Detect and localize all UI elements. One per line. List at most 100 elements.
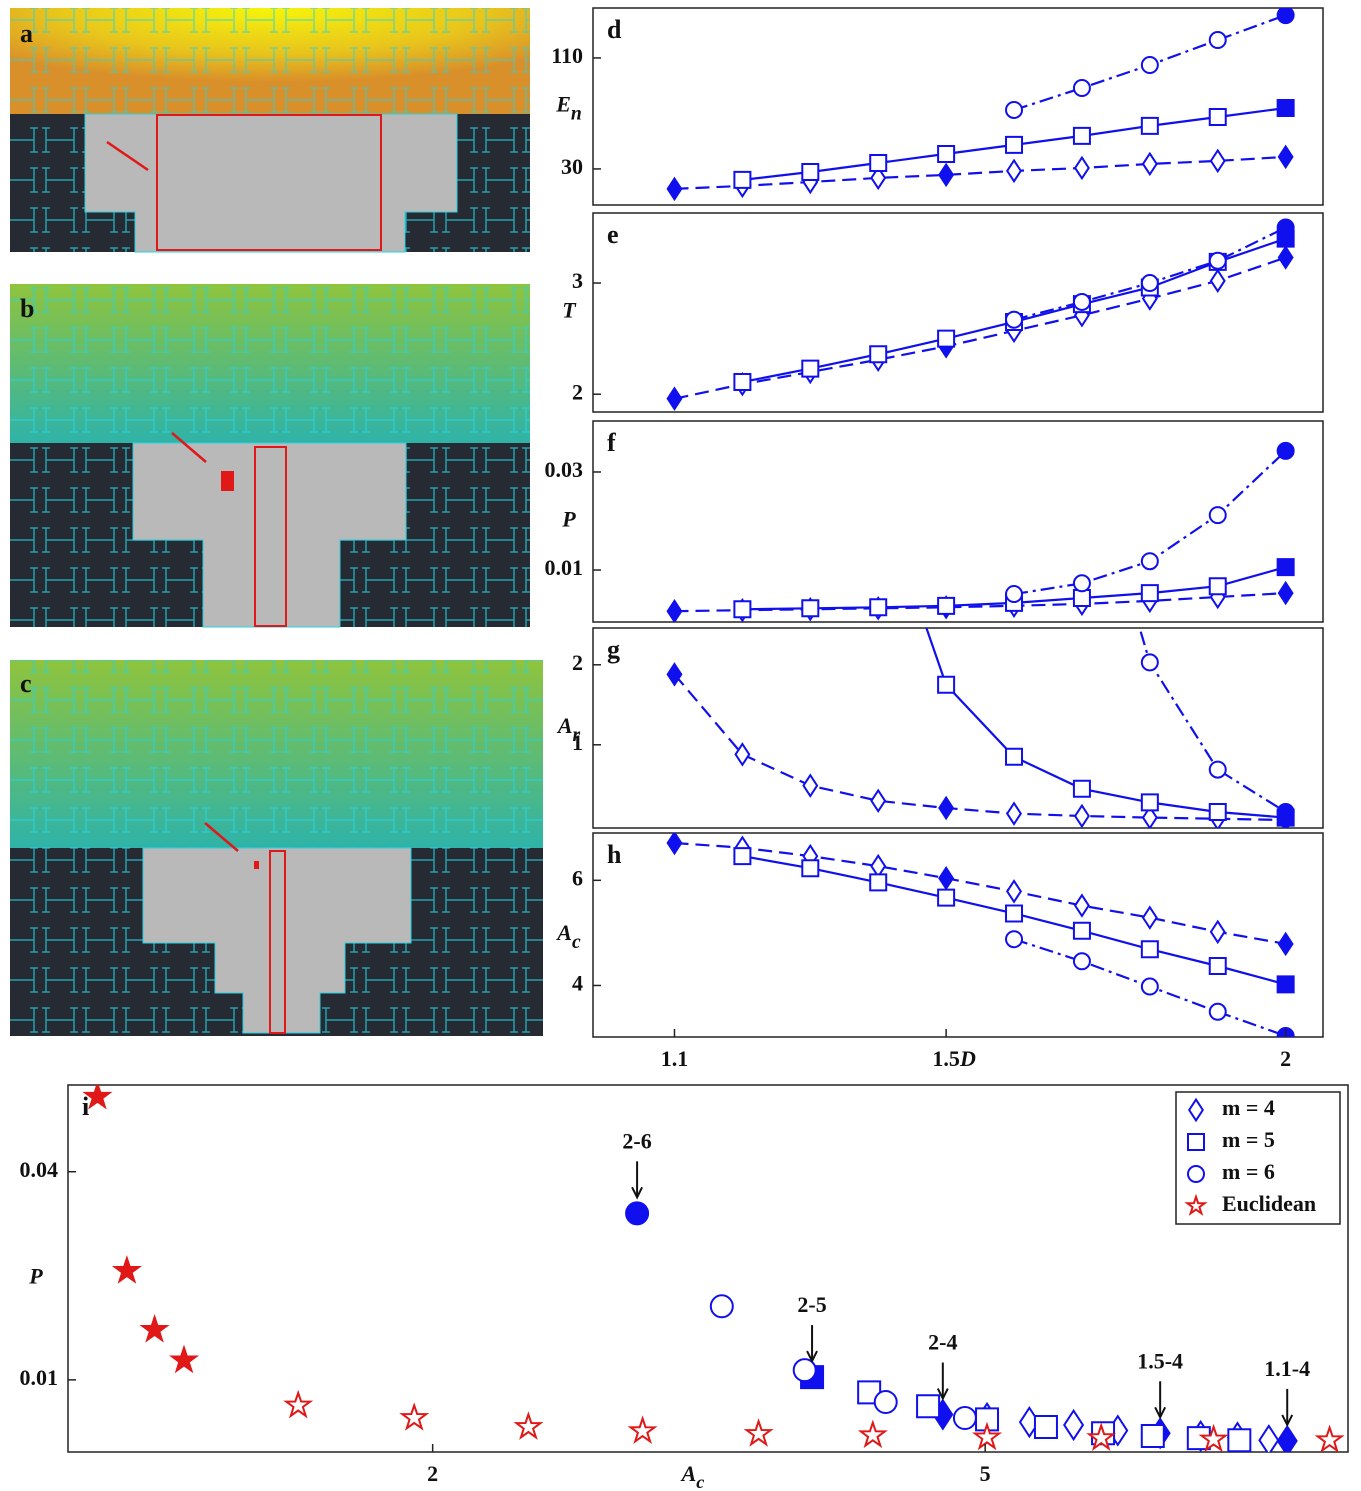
marker [1211,270,1225,291]
marker [1210,109,1226,125]
marker [1074,425,1090,441]
y-tick-label: 6 [572,865,583,890]
x-tick-label: 1.1 [661,1046,689,1071]
x-tick-label: 2 [1280,1046,1291,1071]
y-axis-label-sub: n [571,103,582,124]
legend-marker [1188,1134,1204,1150]
series-line [675,843,1286,944]
marker [1278,219,1294,235]
marker [1075,895,1089,916]
marker [1278,804,1294,820]
figure: a b c 30110dEn23eT0.010.03fP12gAr461.11.… [0,0,1361,1491]
marker [1075,158,1089,179]
marker [870,874,886,890]
y-axis-label-sub: r [573,725,581,746]
x-axis-label: Ac [680,1461,705,1491]
y-axis-label-main: P [561,507,576,532]
marker [734,848,750,864]
marker [802,164,818,180]
marker [1007,803,1021,824]
marker [938,146,954,162]
panel-label: g [607,635,620,664]
marker [1278,100,1294,116]
annotation: 2-6 [622,1128,651,1153]
marker [1074,128,1090,144]
marker [1142,1425,1164,1447]
panel-label: d [607,15,622,44]
marker [939,868,953,889]
legend-label: m = 4 [1222,1095,1275,1120]
marker [938,331,954,347]
y-axis-label: P [28,1264,43,1289]
y-axis-label: T [562,298,577,323]
series-line [1014,25,1286,812]
plot-frame [593,213,1323,412]
y-axis-label-main: E [555,92,571,117]
y-axis-label-sub: c [572,932,581,953]
panel-label: c [20,669,32,698]
marker [1279,146,1293,167]
marker [1143,907,1157,928]
marker [954,1407,976,1429]
marker [1279,934,1293,955]
series-line [675,674,1286,820]
marker [747,1421,771,1444]
marker [1278,443,1294,459]
marker [734,374,750,390]
marker [1074,953,1090,969]
marker [1210,32,1226,48]
plot-area [668,0,1294,830]
plot-area [668,219,1294,409]
marker [1142,585,1158,601]
marker [1142,57,1158,73]
y-axis-label: En [555,92,582,124]
marker [1142,654,1158,670]
marker [1210,762,1226,778]
marker [1006,586,1022,602]
y-axis-label-main: P [28,1264,43,1289]
marker [1006,931,1022,947]
marker [1074,590,1090,606]
marker [917,1395,939,1417]
legend-marker [1188,1166,1204,1182]
marker [1006,137,1022,153]
marker [1074,294,1090,310]
marker [875,1391,897,1413]
annotation: 2-4 [928,1330,957,1355]
panel-label: h [607,840,622,869]
marker [870,155,886,171]
marker [668,601,682,622]
marker [1278,1427,1297,1456]
marker [1074,923,1090,939]
y-tick-label: 2 [572,379,583,404]
marker [402,1405,426,1428]
marker [938,598,954,614]
series-line [675,157,1286,189]
marker [1007,881,1021,902]
marker [1074,575,1090,591]
y-tick-label: 30 [561,154,583,179]
marker [802,97,818,113]
marker [802,600,818,616]
marker [1211,921,1225,942]
marker [1142,553,1158,569]
marker [1142,979,1158,995]
marker [1006,102,1022,118]
marker [1074,80,1090,96]
marker [631,1419,655,1442]
marker [1211,150,1225,171]
marker [871,856,885,877]
marker [1279,583,1293,604]
marker [1142,941,1158,957]
y-tick-label: 3 [572,268,583,293]
x-axis-label-sub: c [696,1472,704,1491]
annotation: 2-5 [797,1292,826,1317]
y-tick-label: 0.04 [20,1157,59,1182]
panel-label: f [607,428,616,457]
x-axis-label: D [959,1046,976,1071]
marker [734,172,750,188]
marker [1074,781,1090,797]
marker [1210,804,1226,820]
x-axis-label-main: D [959,1046,976,1071]
y-axis-label-main: A [556,713,573,738]
